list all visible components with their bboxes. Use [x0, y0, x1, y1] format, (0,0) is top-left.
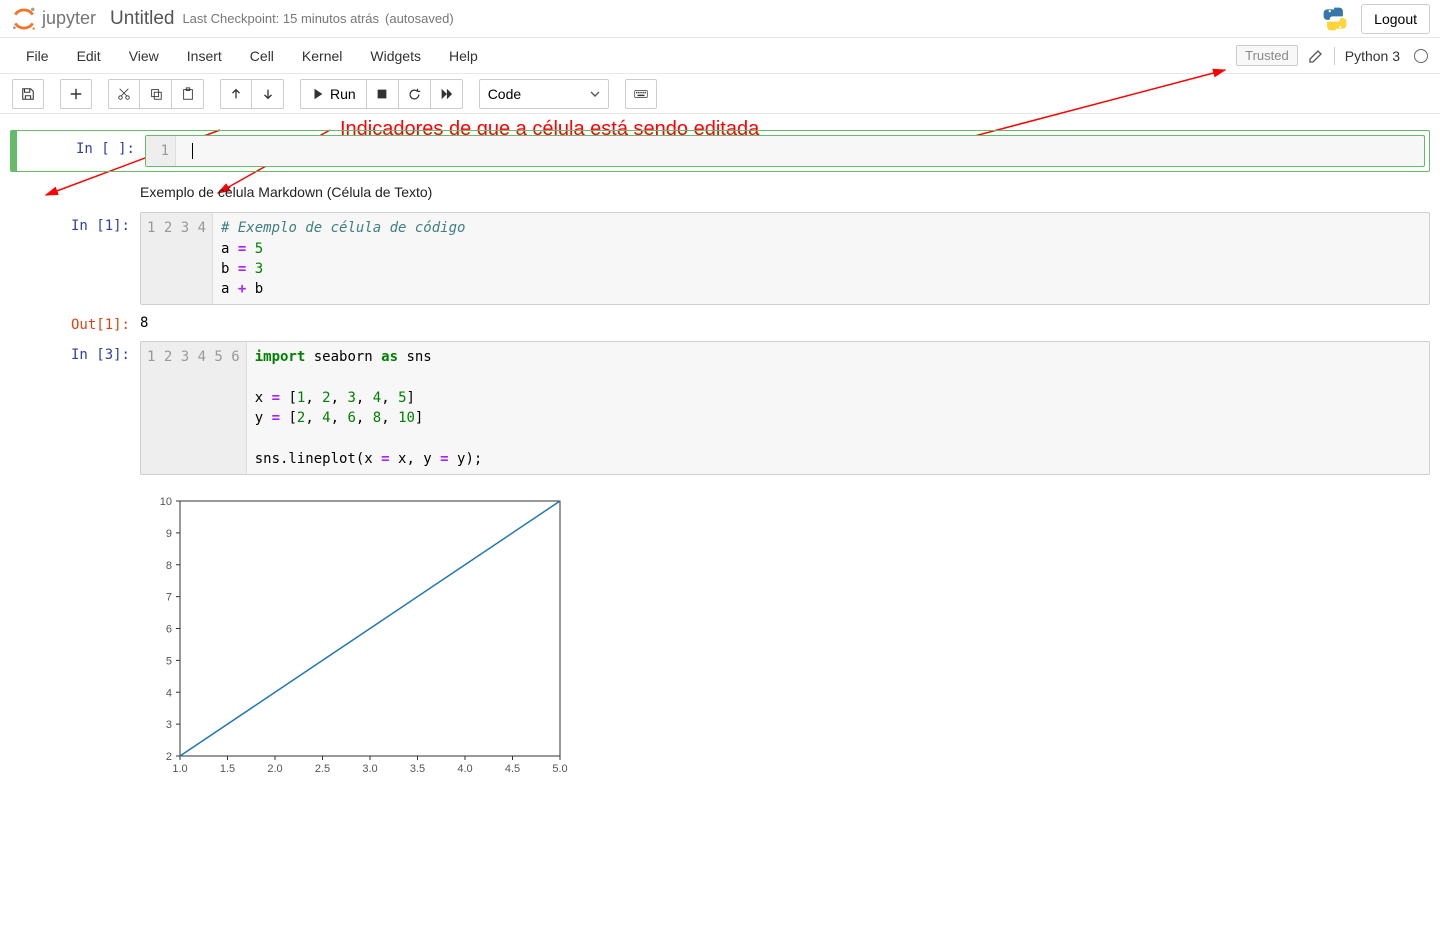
svg-text:3.5: 3.5 [410, 763, 425, 775]
toolbar: Run Code [0, 74, 1440, 114]
chart-output: 1.0 1.5 2.0 2.5 3.0 3.5 4.0 4.5 5.0 2 3 4 5 6 7 8 9 10 [140, 491, 1430, 781]
svg-text:2.5: 2.5 [315, 763, 330, 775]
svg-text:6: 6 [166, 624, 172, 636]
menu-insert[interactable]: Insert [173, 42, 236, 70]
code-cell[interactable]: In [ ]: 1 [10, 130, 1430, 172]
notebook-area: Indicadores de que a célula está sendo e… [0, 114, 1440, 827]
in-prompt: In [ ]: [15, 135, 145, 167]
svg-text:1.0: 1.0 [172, 763, 187, 775]
cell-type-value: Code [488, 86, 521, 102]
autosave-text: (autosaved) [385, 11, 454, 26]
kernel-status-icon [1414, 49, 1428, 63]
restart-button[interactable] [399, 79, 431, 109]
svg-text:2: 2 [166, 751, 172, 763]
restart-run-all-button[interactable] [431, 79, 463, 109]
code-content[interactable] [176, 136, 1424, 166]
output-text: 8 [140, 311, 1430, 335]
in-prompt: In [3]: [10, 341, 140, 475]
code-cell[interactable]: In [1]: 1 2 3 4 # Exemplo de célula de c… [10, 212, 1430, 305]
jupyter-text: jupyter [42, 8, 96, 29]
menu-kernel[interactable]: Kernel [288, 42, 356, 70]
save-button[interactable] [12, 79, 44, 109]
svg-text:7: 7 [166, 592, 172, 604]
svg-text:3.0: 3.0 [362, 763, 377, 775]
svg-text:4.5: 4.5 [505, 763, 520, 775]
jupyter-logo[interactable]: jupyter [10, 5, 96, 33]
move-up-button[interactable] [220, 79, 252, 109]
line-gutter: 1 2 3 4 5 6 [141, 342, 247, 474]
python-icon [1321, 5, 1349, 33]
stop-button[interactable] [367, 79, 399, 109]
move-down-button[interactable] [252, 79, 284, 109]
command-palette-button[interactable] [625, 79, 657, 109]
code-editor[interactable]: 1 [145, 135, 1425, 167]
out-prompt: Out[1]: [10, 311, 140, 335]
chevron-down-icon [590, 89, 600, 99]
svg-text:1.5: 1.5 [220, 763, 235, 775]
cut-button[interactable] [108, 79, 140, 109]
markdown-cell[interactable]: Exemplo de célula Markdown (Célula de Te… [140, 178, 1430, 206]
trusted-badge[interactable]: Trusted [1236, 45, 1298, 66]
line-gutter: 1 2 3 4 [141, 213, 213, 304]
code-content[interactable]: # Exemplo de célula de código a = 5 b = … [213, 213, 1429, 304]
code-cell[interactable]: In [3]: 1 2 3 4 5 6 import seaborn as sn… [10, 341, 1430, 475]
menu-file[interactable]: File [12, 42, 63, 70]
menu-bar: FileEditViewInsertCellKernelWidgetsHelp … [0, 38, 1440, 74]
svg-text:4: 4 [166, 688, 172, 700]
cell-type-select[interactable]: Code [479, 79, 609, 109]
kernel-name[interactable]: Python 3 [1345, 48, 1400, 64]
svg-text:5.0: 5.0 [552, 763, 567, 775]
svg-text:2.0: 2.0 [267, 763, 282, 775]
code-editor[interactable]: 1 2 3 4 5 6 import seaborn as sns x = [1… [140, 341, 1430, 475]
logout-button[interactable]: Logout [1361, 4, 1430, 34]
run-button[interactable]: Run [300, 79, 367, 109]
menu-widgets[interactable]: Widgets [356, 42, 435, 70]
svg-text:8: 8 [166, 560, 172, 572]
in-prompt: In [1]: [10, 212, 140, 305]
checkpoint-text: Last Checkpoint: 15 minutos atrás [182, 11, 379, 26]
add-cell-button[interactable] [60, 79, 92, 109]
svg-text:4.0: 4.0 [457, 763, 472, 775]
copy-button[interactable] [140, 79, 172, 109]
code-editor[interactable]: 1 2 3 4 # Exemplo de célula de código a … [140, 212, 1430, 305]
svg-text:9: 9 [166, 528, 172, 540]
menu-edit[interactable]: Edit [63, 42, 115, 70]
menu-cell[interactable]: Cell [236, 42, 288, 70]
svg-text:3: 3 [166, 719, 172, 731]
notebook-title[interactable]: Untitled [110, 8, 174, 30]
run-label: Run [330, 86, 356, 102]
divider [1334, 47, 1335, 65]
header-bar: jupyter Untitled Last Checkpoint: 15 min… [0, 0, 1440, 38]
line-gutter: 1 [146, 136, 176, 166]
svg-text:10: 10 [160, 496, 172, 508]
menu-help[interactable]: Help [435, 42, 492, 70]
edit-icon[interactable] [1308, 48, 1324, 64]
svg-text:5: 5 [166, 656, 172, 668]
menu-view[interactable]: View [115, 42, 173, 70]
jupyter-icon [10, 5, 38, 33]
paste-button[interactable] [172, 79, 204, 109]
code-content[interactable]: import seaborn as sns x = [1, 2, 3, 4, 5… [247, 342, 1429, 474]
